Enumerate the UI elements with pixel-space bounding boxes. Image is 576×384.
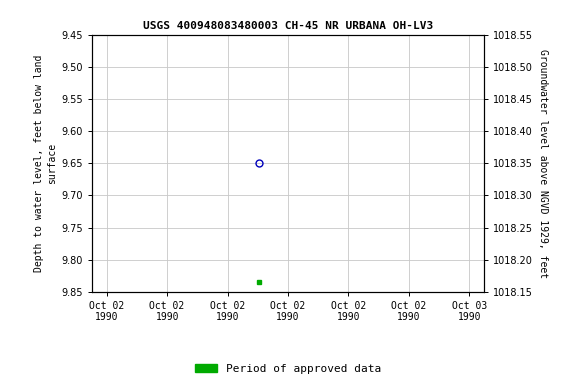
Y-axis label: Depth to water level, feet below land
surface: Depth to water level, feet below land su… xyxy=(34,55,58,272)
Legend: Period of approved data: Period of approved data xyxy=(191,359,385,379)
Title: USGS 400948083480003 CH-45 NR URBANA OH-LV3: USGS 400948083480003 CH-45 NR URBANA OH-… xyxy=(143,21,433,31)
Y-axis label: Groundwater level above NGVD 1929, feet: Groundwater level above NGVD 1929, feet xyxy=(539,49,548,278)
